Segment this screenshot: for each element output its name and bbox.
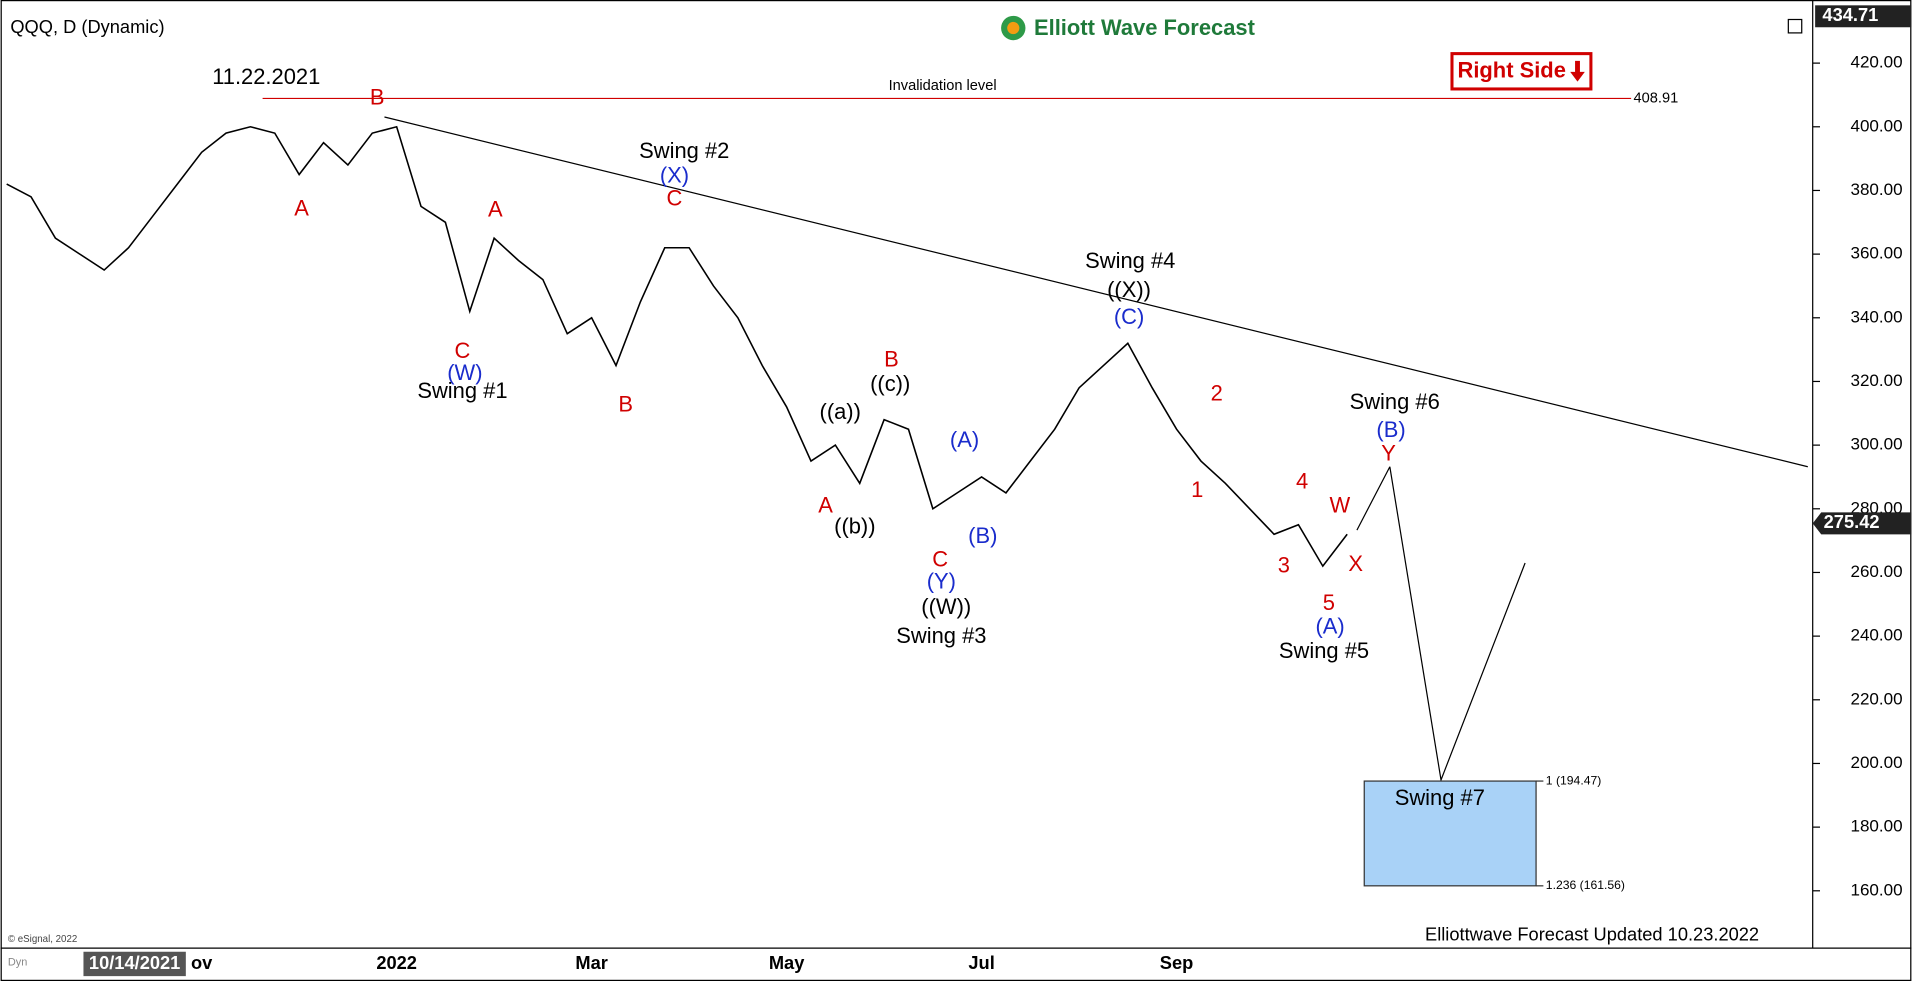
wave-label: ((b)) [834, 513, 875, 538]
wave-label: Swing #6 [1350, 389, 1440, 414]
wave-label: Swing #4 [1085, 248, 1175, 273]
copyright: © eSignal, 2022 [8, 934, 77, 945]
chart-title: QQQ, D (Dynamic) [10, 16, 164, 37]
wave-label: A [818, 493, 833, 518]
wave-label: C [455, 338, 471, 363]
wave-label: B [370, 85, 385, 110]
wave-label: B [618, 392, 633, 417]
wave-label: Swing #2 [639, 138, 729, 163]
y-tick-label: 360.00 [1850, 244, 1902, 263]
wave-label: C [667, 186, 683, 211]
wave-label: (W) [447, 360, 482, 385]
corner-label: Dyn [8, 957, 27, 969]
y-tick-label: 220.00 [1850, 689, 1902, 708]
wave-label: ((X)) [1107, 277, 1151, 302]
wave-label: (A) [950, 427, 979, 452]
fib-label: 1 (194.47) [1546, 773, 1602, 787]
y-tick-label: 160.00 [1850, 880, 1902, 899]
wave-label: Swing #7 [1395, 785, 1485, 810]
invalidation-label: Invalidation level [889, 78, 997, 94]
wave-label: 11.22.2021 [212, 64, 320, 89]
price-line [6, 125, 1348, 568]
y-tick-label: 180.00 [1850, 817, 1902, 836]
badge-box [1450, 52, 1593, 91]
wave-label: 2 [1211, 381, 1223, 406]
x-tick-label: Sep [1160, 952, 1194, 973]
x-tick-label: 2022 [376, 952, 417, 973]
y-tick-label: 320.00 [1850, 371, 1902, 390]
wave-label: A [488, 197, 503, 222]
wave-label: Swing #5 [1279, 638, 1369, 663]
x-tick-label: Jul [968, 952, 994, 973]
projection-path [1356, 466, 1391, 531]
wave-label: ((c)) [870, 371, 910, 396]
badge: Right Side [1458, 58, 1566, 83]
wave-label: Y [1381, 440, 1396, 465]
price-box [1812, 512, 1912, 535]
wave-label: 5 [1323, 590, 1335, 615]
wave-label: ((W)) [921, 594, 971, 619]
y-tick-label: 260.00 [1850, 562, 1902, 581]
wave-label: (C) [1114, 304, 1144, 329]
x-tick-label: May [769, 952, 805, 973]
wave-label: C [932, 546, 948, 571]
y-tick-label: 400.00 [1850, 116, 1902, 135]
footer: Elliottwave Forecast Updated 10.23.2022 [1425, 924, 1759, 945]
price-box [1815, 5, 1912, 28]
last-price: 275.42 [1824, 511, 1880, 532]
wave-label: X [1348, 551, 1363, 576]
wave-label: (A) [1316, 613, 1345, 638]
y-tick-label: 420.00 [1850, 53, 1902, 72]
trend-line [384, 116, 1808, 468]
wave-label: Swing #3 [896, 623, 986, 648]
fib-label: 1.236 (161.56) [1546, 878, 1625, 892]
y-tick-label: 240.00 [1850, 626, 1902, 645]
top-price: 434.71 [1822, 4, 1878, 25]
cursor-date: 10/14/2021 [89, 952, 180, 973]
wave-label: 4 [1296, 468, 1308, 493]
logo-icon-inner [1007, 21, 1020, 35]
target-zone [1363, 780, 1537, 887]
wave-label: ((a)) [820, 399, 861, 424]
wave-label: W [1330, 493, 1351, 518]
wave-label: B [884, 347, 899, 372]
wave-label: (B) [968, 523, 997, 548]
y-tick-label: 200.00 [1850, 753, 1902, 772]
y-tick-label: 300.00 [1850, 435, 1902, 454]
wave-label: 3 [1278, 552, 1290, 577]
wave-label: Swing #1 [417, 378, 507, 403]
wave-label: 1 [1191, 477, 1203, 502]
invalidation-value: 408.91 [1634, 90, 1679, 106]
x-tick-label: ov [191, 952, 213, 973]
projection-path [1389, 466, 1526, 783]
wave-label: (X) [660, 162, 689, 187]
badge-arrow [1570, 60, 1585, 82]
y-tick-label: 380.00 [1850, 180, 1902, 199]
wave-label: (B) [1376, 417, 1405, 442]
x-tick-label: Mar [575, 952, 607, 973]
cursor-box [83, 951, 186, 977]
window-icon[interactable] [1787, 18, 1803, 34]
wave-label: (Y) [927, 568, 956, 593]
brand: Elliott Wave Forecast [1034, 15, 1256, 40]
y-tick-label: 340.00 [1850, 307, 1902, 326]
wave-label: A [294, 195, 309, 220]
